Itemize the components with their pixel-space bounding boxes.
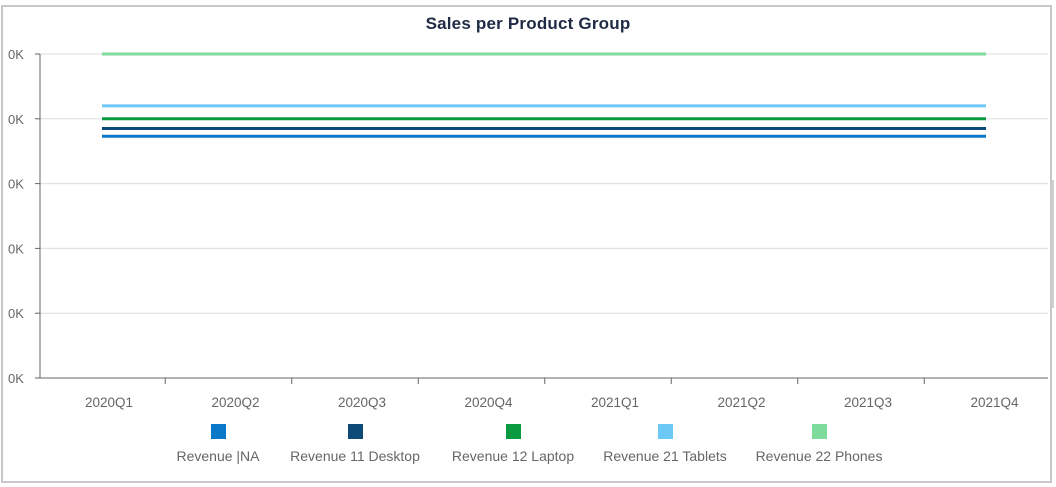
scrollbar-edge[interactable] (1052, 180, 1054, 308)
legend-label[interactable]: Revenue 22 Phones (756, 448, 883, 464)
y-tick-label: 0K (8, 306, 24, 321)
x-tick-label: 2020Q1 (85, 395, 133, 410)
y-tick-label: 0K (8, 371, 24, 386)
legend-label[interactable]: Revenue |NA (176, 448, 260, 464)
y-tick-label: 0K (8, 241, 24, 256)
x-tick-label: 2020Q2 (211, 395, 259, 410)
x-tick-label: 2021Q3 (844, 395, 892, 410)
legend-swatch[interactable] (211, 424, 226, 439)
legend-swatch[interactable] (348, 424, 363, 439)
x-tick-label: 2020Q3 (338, 395, 386, 410)
legend-swatch[interactable] (812, 424, 827, 439)
y-tick-label: 0K (8, 112, 24, 127)
legend-swatch[interactable] (658, 424, 673, 439)
chart-frame (1, 5, 1052, 483)
chart-title: Sales per Product Group (425, 14, 631, 33)
x-tick-label: 2021Q2 (717, 395, 765, 410)
y-tick-label: 0K (8, 177, 24, 192)
x-tick-label: 2021Q1 (591, 395, 639, 410)
x-tick-label: 2020Q4 (464, 395, 513, 410)
x-tick-label: 2021Q4 (970, 395, 1019, 410)
legend-swatch[interactable] (506, 424, 521, 439)
legend-label[interactable]: Revenue 11 Desktop (290, 448, 420, 464)
y-tick-label: 0K (8, 47, 24, 62)
legend-label[interactable]: Revenue 12 Laptop (452, 448, 574, 464)
legend-label[interactable]: Revenue 21 Tablets (603, 448, 727, 464)
